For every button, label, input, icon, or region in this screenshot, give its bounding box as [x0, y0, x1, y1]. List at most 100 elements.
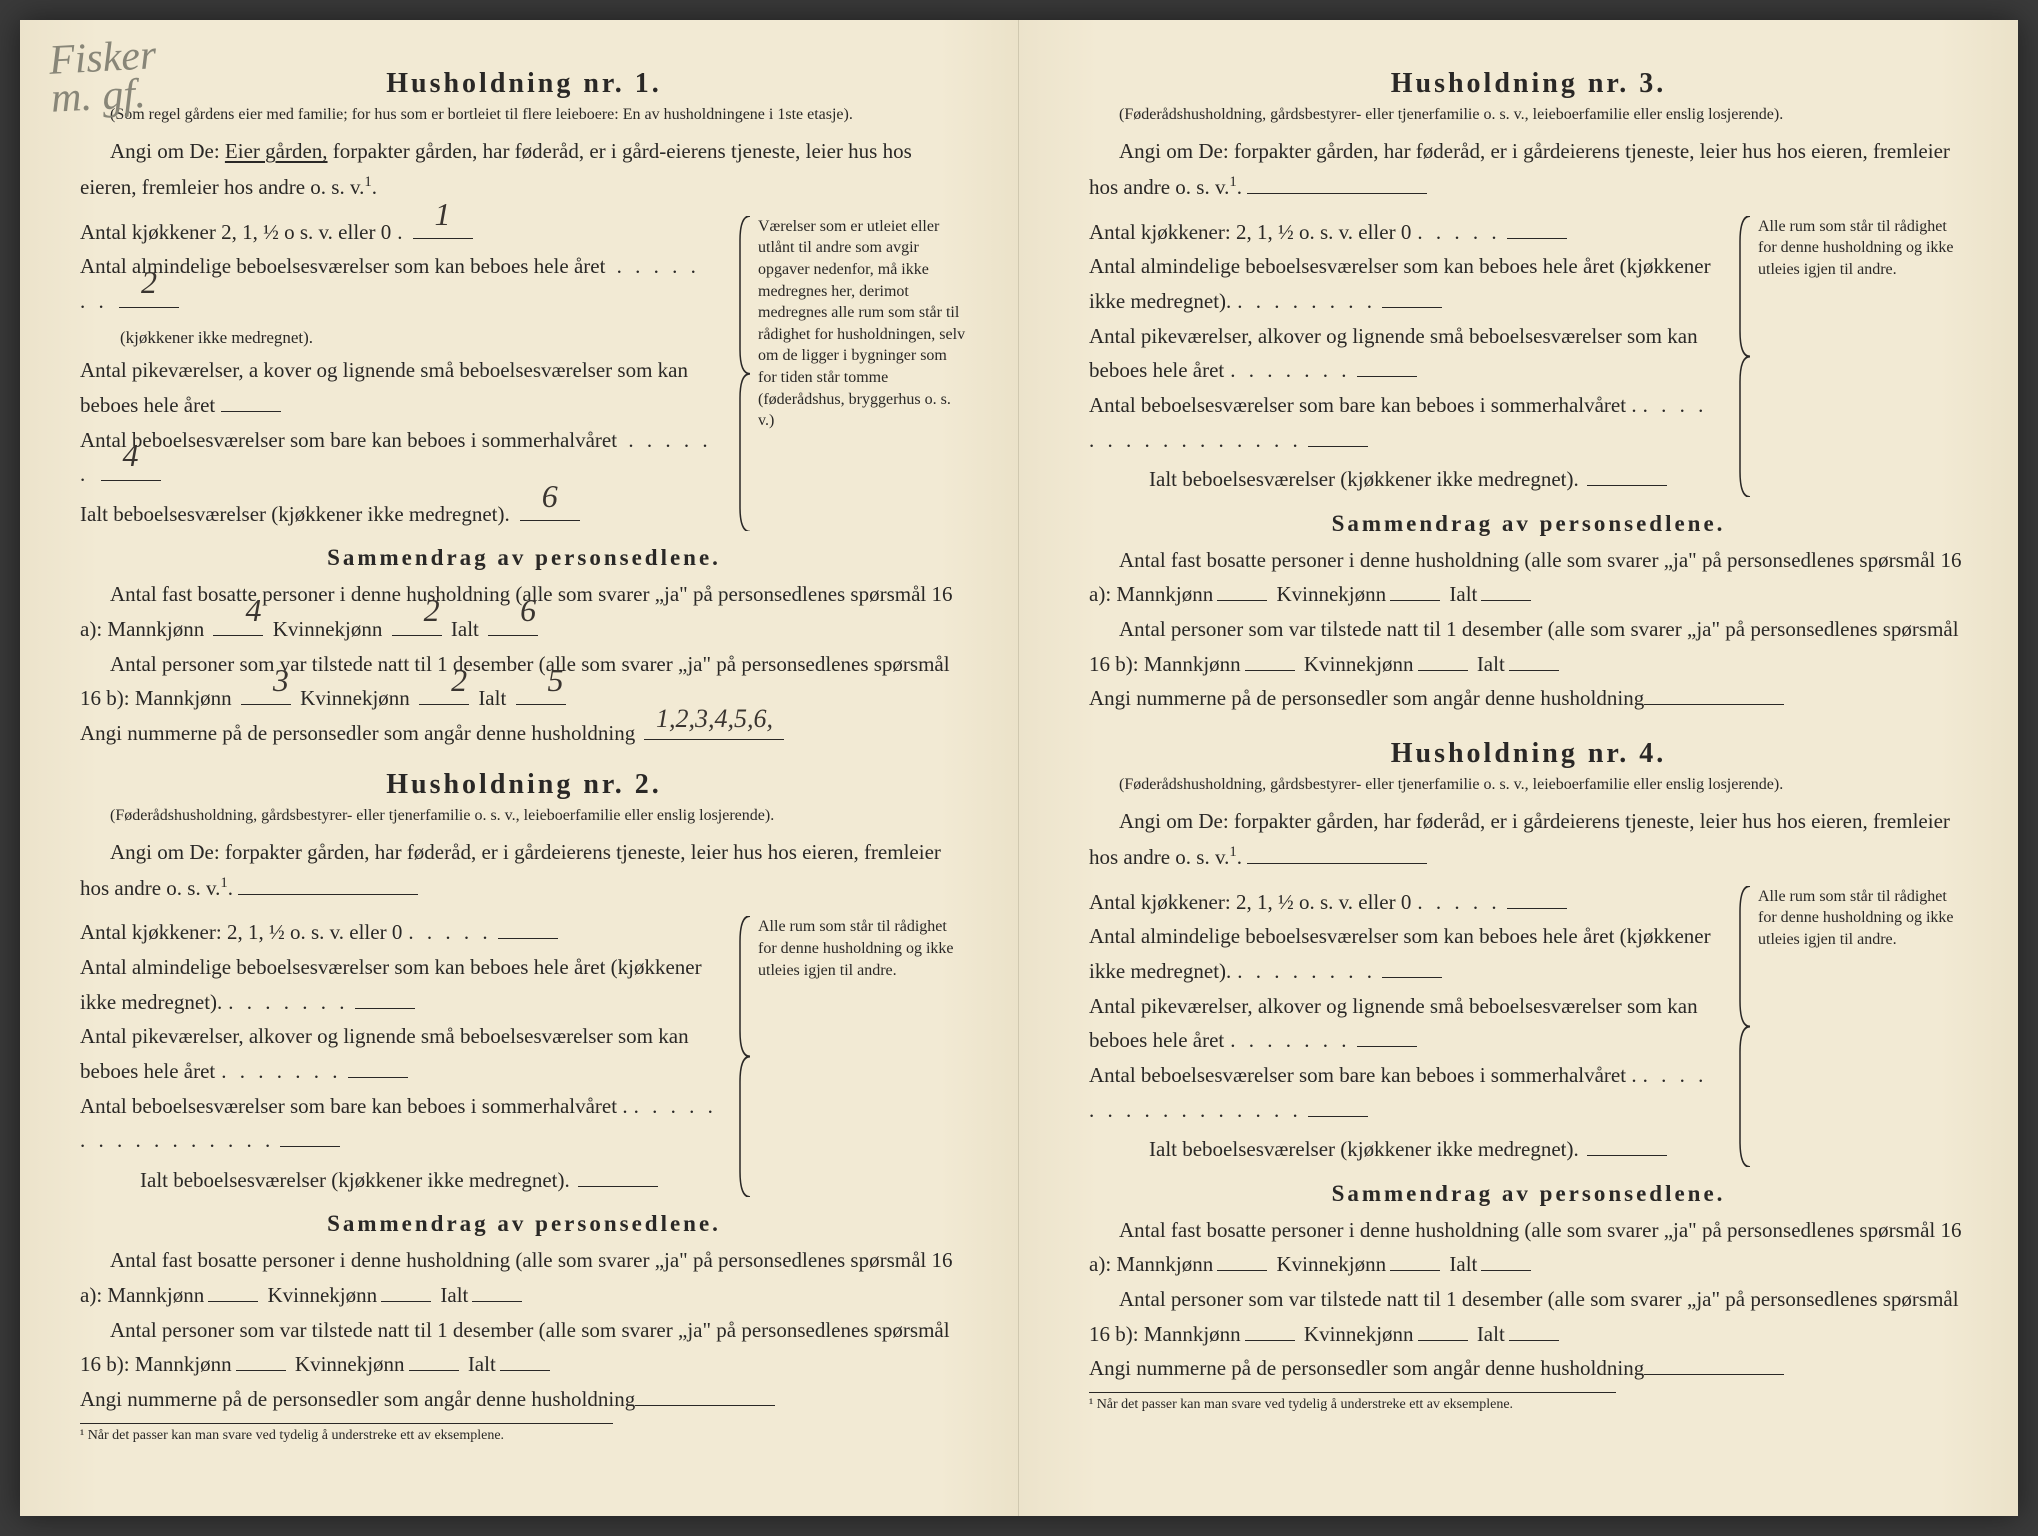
label: Antal almindelige beboelsesværelser som … [1089, 254, 1711, 313]
h2-r3: Antal pikeværelser, alkover og lignende … [80, 1019, 718, 1088]
h1-s2-m: 3 [243, 654, 289, 707]
h1-s2-k: 2 [421, 654, 467, 707]
h1-side: Værelser som er utleiet eller utlånt til… [738, 216, 968, 532]
h1-r3: Antal pikeværelser, a kover og lignende … [80, 353, 718, 422]
blank [1481, 600, 1531, 601]
h4-angi: Angi om De: forpakter gården, har føderå… [1089, 804, 1968, 875]
blank [1245, 670, 1295, 671]
h2-r1-label: Antal kjøkkener: 2, 1, ½ o. s. v. eller … [80, 916, 402, 950]
sup: 1 [1229, 174, 1236, 190]
blank [500, 1370, 550, 1371]
h2-nummer-text: Angi nummerne på de personsedler som ang… [80, 1387, 635, 1411]
blank [236, 1370, 286, 1371]
h4-fields-main: Antal kjøkkener: 2, 1, ½ o. s. v. eller … [1089, 886, 1718, 1167]
h1-s1-m: 4 [215, 584, 261, 637]
h2-fine: (Føderådshusholdning, gårdsbestyrer- ell… [80, 805, 968, 827]
h1-s1: Antal fast bosatte personer i denne hush… [80, 577, 968, 646]
blank [1217, 600, 1267, 601]
dots: . . . . . . . [228, 990, 348, 1014]
label: Ialt [1477, 1322, 1505, 1346]
blank [1390, 1270, 1440, 1271]
h2-footnote: ¹ Når det passer kan man svare ved tydel… [80, 1423, 613, 1444]
h3-r5: Ialt beboelsesværelser (kjøkkener ikke m… [1149, 463, 1718, 497]
h2-r1: Antal kjøkkener: 2, 1, ½ o. s. v. eller … [80, 916, 718, 950]
kvinnekjonn-label: Kvinnekjønn [300, 686, 410, 710]
h1-summary-title: Sammendrag av personsedlene. [80, 545, 968, 571]
blank [1587, 1155, 1667, 1156]
h2-r2-label: Antal almindelige beboelsesværelser som … [80, 955, 702, 1014]
h4-title: Husholdning nr. 4. [1089, 738, 1968, 770]
label: Ialt beboelsesværelser (kjøkkener ikke m… [1149, 1133, 1579, 1167]
blank [1587, 485, 1667, 486]
h1-r4-blank: 4 [101, 480, 161, 481]
h1-r2-blank: 2 [119, 307, 179, 308]
h1-r3-label: Antal pikeværelser, a kover og lignende … [80, 358, 688, 417]
blank [1644, 1374, 1784, 1375]
dots: . [397, 216, 406, 250]
h4-r2: Antal almindelige beboelsesværelser som … [1089, 919, 1718, 988]
h1-nummer: Angi nummerne på de personsedler som ang… [80, 716, 968, 751]
h3-angi-text: Angi om De: forpakter gården, har føderå… [1089, 139, 1950, 199]
h1-side-text: Værelser som er utleiet eller utlånt til… [758, 218, 965, 429]
angi-prefix: Angi om De: [110, 139, 220, 163]
angi-underlined: Eier gården, [225, 139, 328, 163]
h1-angi: Angi om De: Eier gården, forpakter gårde… [80, 134, 968, 205]
label: Kvinnekjønn [295, 1352, 405, 1376]
ialt-label: Ialt [451, 617, 479, 641]
h1-s1-i: 6 [490, 584, 536, 637]
text: Angi om De: forpakter gården, har føderå… [1089, 809, 1950, 869]
label: Kvinnekjønn [1304, 1322, 1414, 1346]
text: Antal fast bosatte personer i denne hush… [1089, 548, 1962, 607]
brace-icon [738, 916, 752, 1197]
h3-r2: Antal almindelige beboelsesværelser som … [1089, 249, 1718, 318]
blank [1308, 446, 1368, 447]
h3-side-text: Alle rum som står til rådighet for denne… [1758, 218, 1954, 278]
h2-r3-blank [348, 1077, 408, 1078]
h2-fields-main: Antal kjøkkener: 2, 1, ½ o. s. v. eller … [80, 916, 718, 1197]
angi-sup: 1 [364, 174, 371, 190]
blank [1382, 307, 1442, 308]
blank [635, 1405, 775, 1406]
h4-summary-title: Sammendrag av personsedlene. [1089, 1181, 1968, 1207]
h1-fields-main: Antal kjøkkener 2, 1, ½ o s. v. eller 0 … [80, 216, 718, 532]
h2-s1: Antal fast bosatte personer i denne hush… [80, 1243, 968, 1312]
h3-angi: Angi om De: forpakter gården, har føderå… [1089, 134, 1968, 205]
h1-r5-label: Ialt beboelsesværelser (kjøkkener ikke m… [80, 498, 510, 532]
label: Antal pikeværelser, alkover og lignende … [1089, 324, 1698, 383]
h2-title: Husholdning nr. 2. [80, 769, 968, 801]
h1-s2-text: Antal personer som var tilstede natt til… [80, 652, 950, 711]
blank [1217, 1270, 1267, 1271]
h1-nummer-text: Angi nummerne på de personsedler som ang… [80, 721, 635, 745]
h1-r1-val: 1 [435, 189, 451, 240]
h4-s2: Antal personer som var tilstede natt til… [1089, 1282, 1968, 1351]
text: Antal fast bosatte personer i denne hush… [1089, 1218, 1962, 1277]
h2-nummer: Angi nummerne på de personsedler som ang… [80, 1382, 968, 1417]
h1-s2: Antal personer som var tilstede natt til… [80, 647, 968, 716]
h1-r5-blank: 6 [520, 520, 580, 521]
label: Antal beboelsesværelser som bare kan beb… [1089, 393, 1637, 417]
h2-r4: Antal beboelsesværelser som bare kan beb… [80, 1089, 718, 1158]
blank [1357, 376, 1417, 377]
h2-s1-text: Antal fast bosatte personer i denne hush… [80, 1248, 953, 1307]
h1-r5: Ialt beboelsesværelser (kjøkkener ikke m… [80, 498, 718, 532]
text: Angi nummerne på de personsedler som ang… [1089, 1356, 1644, 1380]
h4-r4: Antal beboelsesværelser som bare kan beb… [1089, 1058, 1718, 1127]
h4-side: Alle rum som står til rådighet for denne… [1738, 886, 1968, 1167]
h4-nummer: Angi nummerne på de personsedler som ang… [1089, 1351, 1968, 1386]
h2-r5-label: Ialt beboelsesværelser (kjøkkener ikke m… [140, 1164, 570, 1198]
dots: . . . . . [408, 916, 491, 950]
h3-nummer: Angi nummerne på de personsedler som ang… [1089, 681, 1968, 716]
blank [1245, 1340, 1295, 1341]
h3-s2: Antal personer som var tilstede natt til… [1089, 612, 1968, 681]
blank [472, 1301, 522, 1302]
h3-title: Husholdning nr. 3. [1089, 68, 1968, 100]
h4-r3: Antal pikeværelser, alkover og lignende … [1089, 989, 1718, 1058]
label: Ialt beboelsesværelser (kjøkkener ikke m… [1149, 463, 1579, 497]
h2-angi-text: Angi om De: forpakter gården, har føderå… [80, 840, 941, 900]
h1-r4: Antal beboelsesværelser som bare kan beb… [80, 423, 718, 492]
dots: . . . . . . . [221, 1059, 341, 1083]
sup: 1 [1229, 844, 1236, 860]
h4-fine: (Føderådshusholdning, gårdsbestyrer- ell… [1089, 774, 1968, 796]
blank [1390, 600, 1440, 601]
h4-r5: Ialt beboelsesværelser (kjøkkener ikke m… [1149, 1133, 1718, 1167]
